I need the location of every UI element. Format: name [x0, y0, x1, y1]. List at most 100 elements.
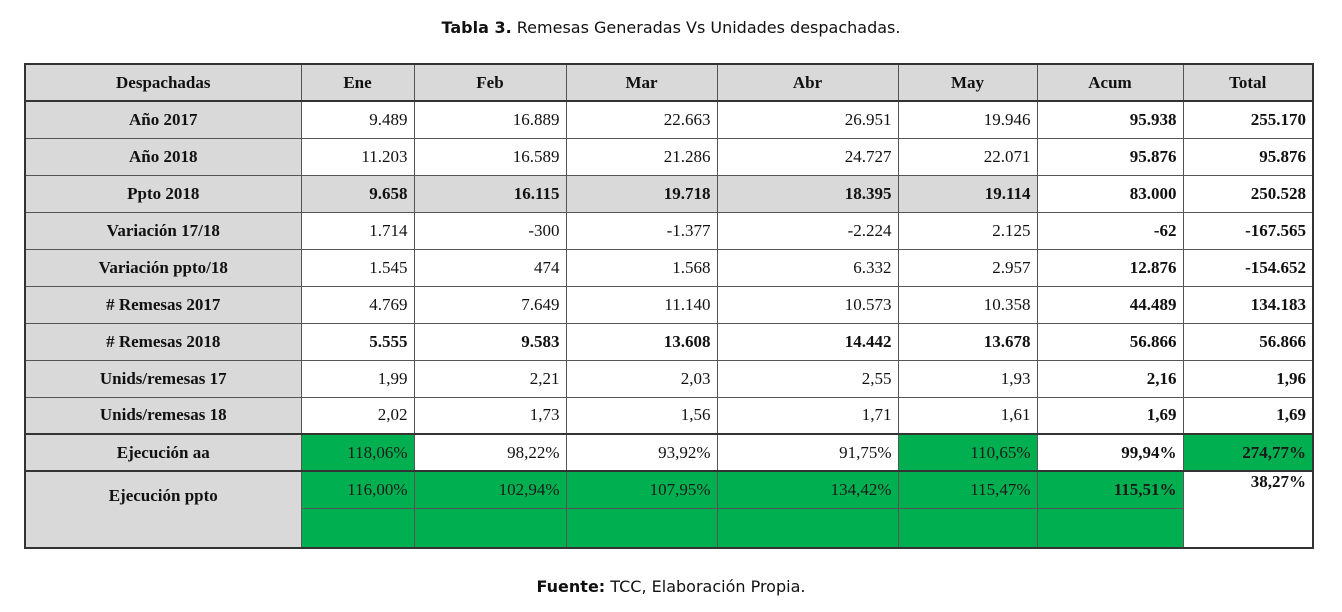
table-cell: -167.565 [1182, 211, 1314, 250]
table-cell-empty [565, 507, 718, 549]
table-cell: 2.125 [897, 211, 1038, 250]
table-cell: 1.568 [565, 248, 718, 287]
row-label: Unids/remesas 17 [24, 359, 302, 398]
row-label: Unids/remesas 18 [24, 396, 302, 435]
table-cell: 22.663 [565, 100, 718, 139]
table-cell: 110,65% [897, 433, 1038, 472]
table-cell: 1,73 [413, 396, 567, 435]
table-cell: 19.718 [565, 174, 718, 213]
table-cell: 2,16 [1036, 359, 1184, 398]
table-cell: 91,75% [716, 433, 899, 472]
table-cell: 102,94% [413, 470, 567, 509]
table-cell: 16.115 [413, 174, 567, 213]
row-label: Variación 17/18 [24, 211, 302, 250]
table-cell: 1.714 [300, 211, 415, 250]
table-cell: 2.957 [897, 248, 1038, 287]
caption-text: Remesas Generadas Vs Unidades despachada… [511, 18, 901, 37]
table-cell: 98,22% [413, 433, 567, 472]
table-cell-empty [897, 507, 1038, 549]
table-cell: 1,96 [1182, 359, 1314, 398]
table-cell: 16.589 [413, 137, 567, 176]
table-caption: Tabla 3. Remesas Generadas Vs Unidades d… [0, 18, 1342, 37]
table-cell: 6.332 [716, 248, 899, 287]
table-cell: 13.608 [565, 322, 718, 361]
table-row: Año 2017 9.489 16.889 22.663 26.951 19.9… [24, 100, 1314, 139]
table-row: # Remesas 2018 5.555 9.583 13.608 14.442… [24, 322, 1314, 361]
table-cell: 4.769 [300, 285, 415, 324]
row-label: Ppto 2018 [24, 174, 302, 213]
table-cell: 19.114 [897, 174, 1038, 213]
header-despachadas: Despachadas [24, 63, 302, 102]
table-cell-empty [1036, 507, 1184, 549]
row-label: Ejecución ppto [24, 470, 302, 549]
source-label: Fuente: [536, 577, 606, 596]
header-row: Despachadas Ene Feb Mar Abr May Acum Tot… [24, 63, 1314, 102]
table-cell: 44.489 [1036, 285, 1184, 324]
table-cell: 2,21 [413, 359, 567, 398]
table-cell: 21.286 [565, 137, 718, 176]
table-row: Ppto 2018 9.658 16.115 19.718 18.395 19.… [24, 174, 1314, 213]
header-feb: Feb [413, 63, 567, 102]
table-cell: 116,00% [300, 470, 415, 509]
table-row: Ejecución ppto 116,00% 102,94% 107,95% 1… [24, 470, 1314, 549]
table-cell: 56.866 [1036, 322, 1184, 361]
row-label: Año 2018 [24, 137, 302, 176]
table-cell: 5.555 [300, 322, 415, 361]
table-cell: 99,94% [1036, 433, 1184, 472]
table-cell: 56.866 [1182, 322, 1314, 361]
table-cell: 13.678 [897, 322, 1038, 361]
table-cell: 14.442 [716, 322, 899, 361]
table-cell: 10.573 [716, 285, 899, 324]
table-row: Unids/remesas 18 2,02 1,73 1,56 1,71 1,6… [24, 396, 1314, 435]
table-cell: 11.203 [300, 137, 415, 176]
table-cell: 1,61 [897, 396, 1038, 435]
table-cell: 12.876 [1036, 248, 1184, 287]
header-abr: Abr [716, 63, 899, 102]
header-may: May [897, 63, 1038, 102]
table-cell: -154.652 [1182, 248, 1314, 287]
table-cell: 95.876 [1182, 137, 1314, 176]
table-cell: 9.489 [300, 100, 415, 139]
table-cell: 83.000 [1036, 174, 1184, 213]
table-cell-empty [716, 507, 899, 549]
table-row: Variación 17/18 1.714 -300 -1.377 -2.224… [24, 211, 1314, 250]
table-cell: 11.140 [565, 285, 718, 324]
table-cell-empty [300, 507, 415, 549]
table-cell: -2.224 [716, 211, 899, 250]
row-label: # Remesas 2017 [24, 285, 302, 324]
table-cell: 26.951 [716, 100, 899, 139]
table-row: # Remesas 2017 4.769 7.649 11.140 10.573… [24, 285, 1314, 324]
table-cell: 9.583 [413, 322, 567, 361]
table-row: Ejecución aa 118,06% 98,22% 93,92% 91,75… [24, 433, 1314, 472]
table-cell: 19.946 [897, 100, 1038, 139]
table-cell: -62 [1036, 211, 1184, 250]
table-cell: 16.889 [413, 100, 567, 139]
table-cell: -300 [413, 211, 567, 250]
source-note: Fuente: TCC, Elaboración Propia. [0, 577, 1342, 596]
table-cell: 95.938 [1036, 100, 1184, 139]
table-row: Año 2018 11.203 16.589 21.286 24.727 22.… [24, 137, 1314, 176]
caption-label: Tabla 3. [441, 18, 512, 37]
header-acum: Acum [1036, 63, 1184, 102]
table-cell: 107,95% [565, 470, 718, 509]
table-row-filler [25, 507, 1313, 549]
table-row: Variación ppto/18 1.545 474 1.568 6.332 … [24, 248, 1314, 287]
table-cell: 1,56 [565, 396, 718, 435]
table-cell: 2,03 [565, 359, 718, 398]
table-cell: 274,77% [1182, 433, 1314, 472]
table-cell: 250.528 [1182, 174, 1314, 213]
table-cell: 255.170 [1182, 100, 1314, 139]
table-cell: 1,99 [300, 359, 415, 398]
table-cell: 2,55 [716, 359, 899, 398]
dispatch-table: Despachadas Ene Feb Mar Abr May Acum Tot… [24, 63, 1314, 549]
table-cell: 1,69 [1182, 396, 1314, 435]
row-label: Ejecución aa [24, 433, 302, 472]
row-label: Año 2017 [24, 100, 302, 139]
table-cell: 18.395 [716, 174, 899, 213]
source-text: TCC, Elaboración Propia. [605, 577, 806, 596]
table-cell: 2,02 [300, 396, 415, 435]
table-cell: 10.358 [897, 285, 1038, 324]
row-label: Variación ppto/18 [24, 248, 302, 287]
header-total: Total [1182, 63, 1314, 102]
table-cell: 134,42% [716, 470, 899, 509]
